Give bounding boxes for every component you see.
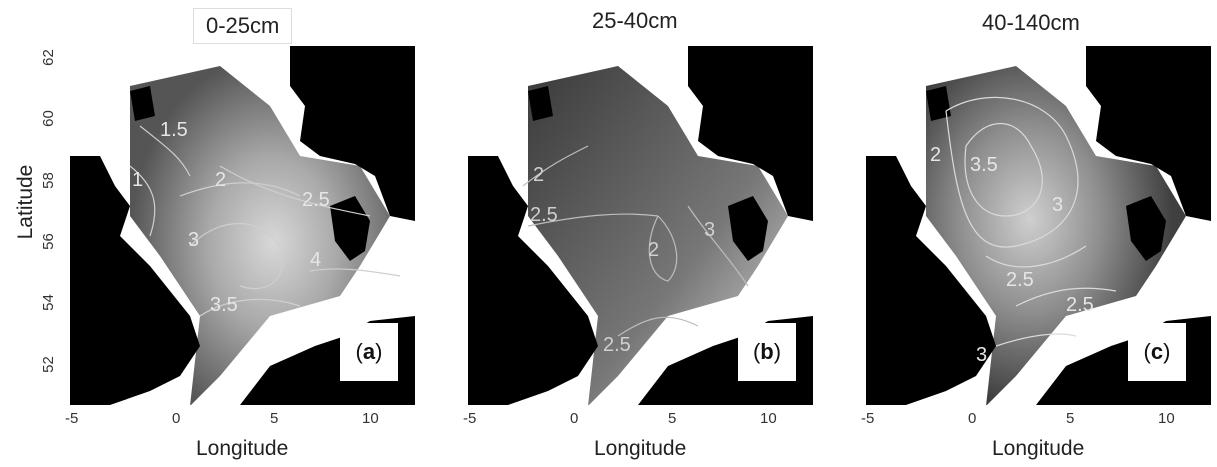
map-panel-b: 2 2.5 2 3 2.5 (b) xyxy=(468,46,813,405)
x-tick-a-1: 0 xyxy=(172,410,181,427)
x-axis-label-b: Longitude xyxy=(594,437,687,460)
x-tick-b-1: 0 xyxy=(570,410,579,427)
contour-label-c-2: 3.5 xyxy=(970,154,998,176)
contour-label-b-2: 2.5 xyxy=(530,204,558,226)
contour-label-c-4: 2.5 xyxy=(1006,269,1034,291)
x-tick-c-1: 0 xyxy=(968,410,977,427)
x-tick-c-2: 5 xyxy=(1066,410,1075,427)
map-panel-c: 2 3.5 3 2.5 2.5 3 (c) xyxy=(866,46,1211,405)
contour-label-c-3: 3 xyxy=(1052,194,1063,216)
x-axis-label-a: Longitude xyxy=(196,437,289,460)
x-tick-c-0: -5 xyxy=(861,410,875,427)
x-axis-label-c: Longitude xyxy=(992,437,1085,460)
map-b-svg: 2 2.5 2 3 2.5 xyxy=(468,46,813,405)
x-tick-a-3: 10 xyxy=(362,410,379,427)
contour-label-a-1: 1.5 xyxy=(160,119,188,141)
panel-c-label: (c) xyxy=(1128,323,1186,381)
panel-b-title: 25-40cm xyxy=(592,8,678,34)
contour-label-b-4: 3 xyxy=(704,219,715,241)
contour-label-b-3: 2 xyxy=(648,239,659,261)
y-tick-58: 58 xyxy=(39,172,57,189)
y-tick-60: 60 xyxy=(39,110,57,127)
contour-label-a-6: 3.5 xyxy=(210,294,238,316)
contour-label-a-5: 3 xyxy=(188,229,199,251)
map-a-svg: 1.5 1 2 2.5 3 3.5 4 xyxy=(70,46,415,405)
contour-label-b-1: 2 xyxy=(533,164,544,186)
y-tick-56: 56 xyxy=(39,233,57,250)
y-tick-52: 52 xyxy=(39,356,57,373)
y-tick-62: 62 xyxy=(39,49,57,66)
contour-label-a-2: 1 xyxy=(132,169,143,191)
x-tick-c-3: 10 xyxy=(1158,410,1175,427)
contour-label-a-7: 4 xyxy=(310,249,321,271)
panel-c-title: 40-140cm xyxy=(982,10,1080,36)
y-tick-54: 54 xyxy=(39,294,57,311)
x-tick-a-0: -5 xyxy=(65,410,79,427)
panel-a-title: 0-25cm xyxy=(193,8,293,44)
contour-label-a-4: 2.5 xyxy=(302,189,330,211)
x-tick-b-0: -5 xyxy=(463,410,477,427)
contour-label-c-1: 2 xyxy=(930,144,941,166)
contour-label-a-3: 2 xyxy=(215,169,226,191)
panel-a-label: (a) xyxy=(340,323,398,381)
y-axis-label: Latitude xyxy=(14,164,37,240)
x-tick-b-2: 5 xyxy=(668,410,677,427)
x-tick-a-2: 5 xyxy=(270,410,279,427)
x-tick-b-3: 10 xyxy=(760,410,777,427)
contour-label-c-6: 3 xyxy=(976,344,987,366)
map-panel-a: 1.5 1 2 2.5 3 3.5 4 (a) xyxy=(70,46,415,405)
contour-label-b-5: 2.5 xyxy=(603,334,631,356)
panel-b-label: (b) xyxy=(738,323,796,381)
contour-label-c-5: 2.5 xyxy=(1066,294,1094,316)
